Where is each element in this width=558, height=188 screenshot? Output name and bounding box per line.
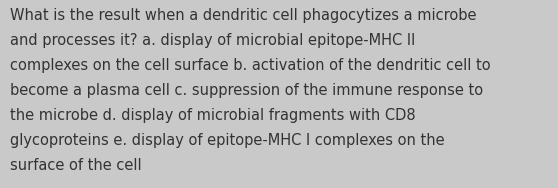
Text: the microbe d. display of microbial fragments with CD8: the microbe d. display of microbial frag… [10, 108, 416, 124]
Text: and processes it? a. display of microbial epitope-MHC II: and processes it? a. display of microbia… [10, 33, 415, 49]
Text: glycoproteins e. display of epitope-MHC I complexes on the: glycoproteins e. display of epitope-MHC … [10, 133, 445, 149]
Text: complexes on the cell surface b. activation of the dendritic cell to: complexes on the cell surface b. activat… [10, 58, 490, 74]
Text: What is the result when a dendritic cell phagocytizes a microbe: What is the result when a dendritic cell… [10, 8, 477, 24]
Text: surface of the cell: surface of the cell [10, 158, 142, 174]
Text: become a plasma cell c. suppression of the immune response to: become a plasma cell c. suppression of t… [10, 83, 483, 99]
